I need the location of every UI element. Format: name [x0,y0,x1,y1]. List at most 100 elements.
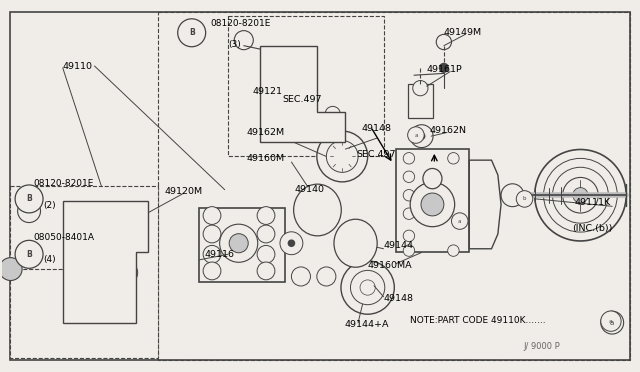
Circle shape [291,267,310,286]
Text: 49111K: 49111K [574,198,610,207]
Text: J/ 9000 P: J/ 9000 P [524,342,560,351]
Circle shape [408,127,424,143]
Text: 49160MA: 49160MA [367,261,412,270]
Text: a: a [610,320,614,326]
Text: 49160M: 49160M [247,154,285,163]
Circle shape [15,185,43,213]
Circle shape [403,153,415,164]
Circle shape [573,187,588,203]
Circle shape [543,158,618,232]
Text: SEC.497: SEC.497 [282,95,321,104]
Circle shape [300,106,315,122]
Circle shape [203,206,221,224]
Circle shape [300,68,315,83]
Text: 49144: 49144 [383,241,413,250]
Circle shape [265,68,280,83]
Circle shape [410,125,433,148]
Circle shape [534,150,626,241]
Circle shape [403,245,415,256]
Circle shape [516,191,532,207]
Text: 49120M: 49120M [164,187,202,196]
Polygon shape [260,46,346,142]
Circle shape [360,280,375,295]
Ellipse shape [294,184,341,236]
Polygon shape [63,201,148,323]
Ellipse shape [334,219,377,267]
Circle shape [0,258,22,280]
Circle shape [418,132,426,140]
Circle shape [447,245,459,256]
Text: 08120-8201E: 08120-8201E [33,179,93,187]
Circle shape [552,167,609,223]
Circle shape [15,240,43,268]
Circle shape [436,34,451,49]
Circle shape [317,131,367,182]
Circle shape [447,153,459,164]
Circle shape [326,141,358,172]
Bar [10,186,158,358]
Circle shape [317,267,336,286]
Circle shape [439,63,449,73]
Polygon shape [469,160,501,249]
Circle shape [18,200,40,222]
Circle shape [280,232,303,255]
Text: 08120-8201E: 08120-8201E [211,19,271,28]
Text: a: a [414,132,418,138]
Text: 49140: 49140 [294,185,324,194]
Circle shape [229,234,248,253]
Text: B: B [189,28,195,37]
Circle shape [234,31,253,50]
Text: 49121: 49121 [252,87,282,96]
Text: 49161P: 49161P [427,65,463,74]
Circle shape [257,246,275,263]
Bar [396,149,469,253]
Circle shape [601,311,621,331]
Text: (3): (3) [228,41,241,49]
Text: (4): (4) [44,255,56,264]
Circle shape [421,193,444,216]
Circle shape [325,106,340,122]
Text: a: a [609,319,613,324]
Text: (INC.(b)): (INC.(b)) [572,224,612,233]
Circle shape [403,171,415,183]
Circle shape [403,230,415,241]
Circle shape [451,213,468,229]
Text: SEC.497: SEC.497 [357,150,396,159]
Bar [408,84,433,118]
Circle shape [403,208,415,219]
Circle shape [413,80,428,96]
Circle shape [287,240,295,247]
Bar [199,208,285,282]
Circle shape [501,184,524,207]
Circle shape [178,19,205,47]
Circle shape [403,189,415,201]
Circle shape [257,206,275,224]
Ellipse shape [423,169,442,189]
Circle shape [115,262,138,284]
Circle shape [203,262,221,280]
Circle shape [220,224,258,262]
Bar [228,16,383,157]
Circle shape [257,225,275,243]
Text: 49110: 49110 [63,61,93,71]
Text: 49148: 49148 [383,294,413,303]
Text: 49162N: 49162N [429,126,467,135]
Text: 49162M: 49162M [247,128,285,137]
Text: B: B [26,250,32,259]
Text: (2): (2) [44,201,56,210]
Text: B: B [26,195,32,203]
Text: a: a [458,219,461,224]
Bar [158,13,630,359]
Text: b: b [523,196,526,201]
Text: 08050-8401A: 08050-8401A [33,233,94,242]
Circle shape [341,261,394,314]
Text: 49144+A: 49144+A [344,320,388,329]
Text: 49149M: 49149M [444,28,482,37]
Circle shape [257,262,275,280]
Circle shape [601,311,623,334]
Circle shape [203,225,221,243]
Text: 49116: 49116 [204,250,234,259]
Circle shape [563,177,598,213]
Circle shape [410,182,454,227]
Text: NOTE:PART CODE 49110K.......: NOTE:PART CODE 49110K....... [410,316,545,325]
